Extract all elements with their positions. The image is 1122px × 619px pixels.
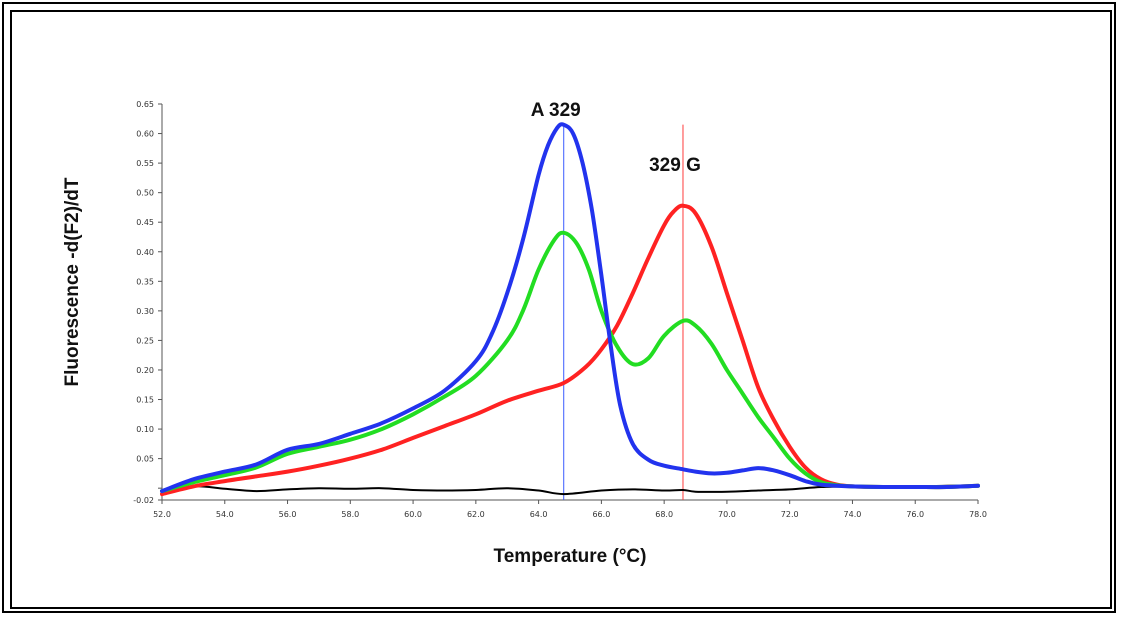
y-tick-label: 0.15 <box>136 396 154 405</box>
y-tick-label: 0.05 <box>136 455 154 464</box>
x-tick-label: 58.0 <box>341 510 359 519</box>
inner-border <box>10 10 1112 609</box>
x-tick-label: 72.0 <box>781 510 799 519</box>
y-axis-title: Fluorescence -d(F2)/dT <box>62 177 83 386</box>
x-tick-label: 54.0 <box>216 510 234 519</box>
y-tick-label: 0.45 <box>136 218 154 227</box>
y-tick-label: 0.55 <box>136 159 154 168</box>
y-tick-label: 0.10 <box>136 425 154 434</box>
x-tick-label: 78.0 <box>969 510 987 519</box>
peak-label: 329 G <box>649 155 701 176</box>
y-tick-label: 0.25 <box>136 336 154 345</box>
series-line <box>160 203 980 497</box>
x-tick-label: 60.0 <box>404 510 422 519</box>
y-tick-label: 0.40 <box>136 248 154 257</box>
x-tick-label: 64.0 <box>530 510 548 519</box>
x-tick-label: 52.0 <box>153 510 171 519</box>
x-tick-label: 68.0 <box>655 510 673 519</box>
y-tick-label: -0.02 <box>133 496 154 505</box>
series-line <box>160 230 980 494</box>
x-tick-label: 76.0 <box>906 510 924 519</box>
y-tick-label: 0.35 <box>136 277 154 286</box>
x-tick-label: 66.0 <box>592 510 610 519</box>
peak-label: A 329 <box>531 100 581 121</box>
y-tick-label: 0.50 <box>136 189 154 198</box>
x-tick-label: 62.0 <box>467 510 485 519</box>
y-tick-label: 0.60 <box>136 130 154 139</box>
y-tick-label: 0.20 <box>136 366 154 375</box>
y-tick-label: 0.65 <box>136 100 154 109</box>
x-tick-label: 74.0 <box>844 510 862 519</box>
x-axis-title: Temperature (°C) <box>494 546 647 567</box>
x-tick-label: 70.0 <box>718 510 736 519</box>
x-tick-label: 56.0 <box>279 510 297 519</box>
y-tick-label: 0.30 <box>136 307 154 316</box>
series-line <box>160 122 980 494</box>
